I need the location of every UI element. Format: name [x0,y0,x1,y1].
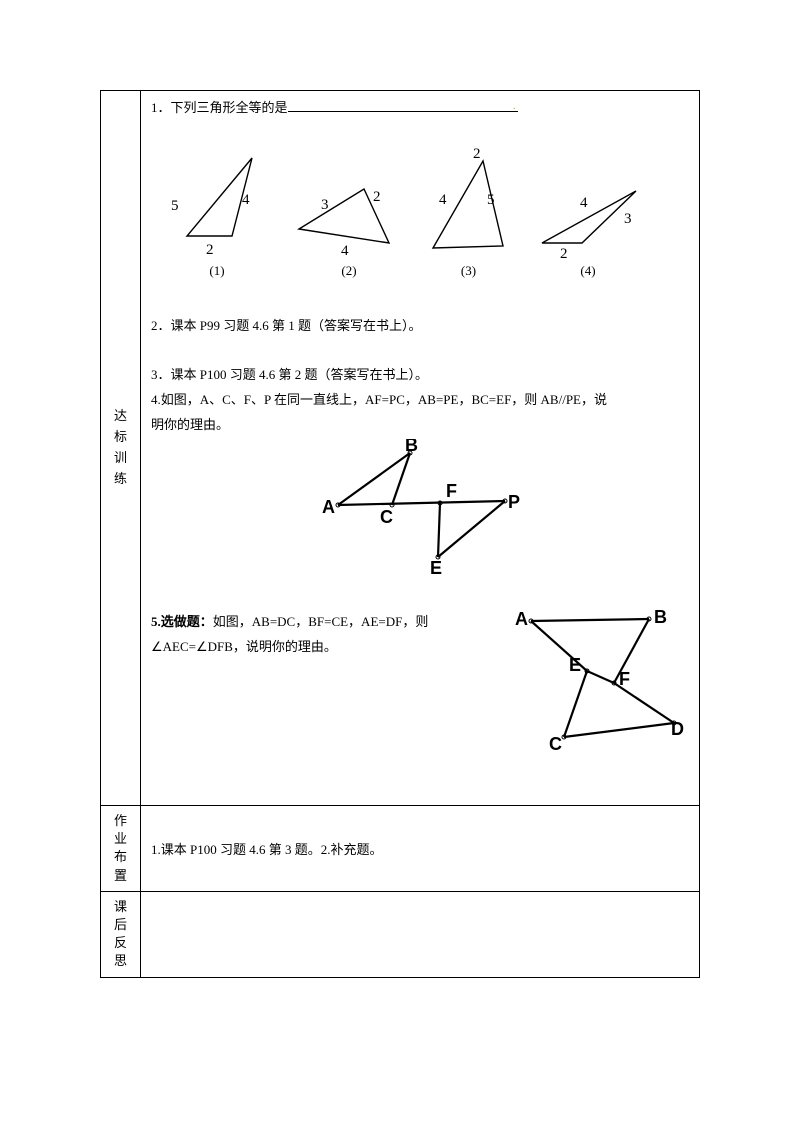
t4-side-b: 3 [624,211,632,227]
fig5-A: A [515,609,528,629]
reflection-content [141,891,700,977]
triangle-2: 3 2 4 (2) [289,171,409,279]
triangle-4: 4 3 2 (4) [528,171,648,279]
fig5-C: C [549,734,562,754]
training-label-text: 达标训练 [111,406,130,489]
training-label: 达标训练 [101,91,141,806]
fig4-C: C [380,507,393,527]
t1-side-c: 2 [206,242,214,258]
fig4-F: F [446,481,457,501]
fig5-D: D [671,719,684,739]
q5-rest2: ∠AEC=∠DFB，说明你的理由。 [151,636,428,655]
t4-caption: (4) [528,263,648,279]
triangle-figures: 5 4 2 (1) 3 2 4 (2) [157,146,689,279]
t1-caption: (1) [157,263,277,279]
t2-side-a: 3 [321,197,329,213]
q5-rest1: 如图，AB=DC，BF=CE，AE=DF，则 [213,614,429,629]
t2-caption: (2) [289,263,409,279]
t3-side-b: 2 [473,146,481,162]
homework-label-text: 作业布置 [114,813,127,883]
q3: 3．课本 P100 习题 4.6 第 2 题（答案写在书上）。 [151,364,689,383]
fig5-E: E [569,655,581,675]
q1-blank: . [288,111,518,112]
t4-side-a: 4 [580,195,588,211]
accent-dot-icon: . [513,101,516,112]
fig4-E: E [430,558,442,578]
q4-line2: 明你的理由。 [151,414,689,433]
figure-4: A B C F P E [151,439,689,579]
t1-side-a: 5 [171,198,179,214]
homework-label: 作业布置 [101,806,141,892]
triangle-1: 5 4 2 (1) [157,146,277,279]
fig5-B: B [654,607,667,627]
fig4-P: P [508,492,520,512]
q5-text: 5.选做题：如图，AB=DC，BF=CE，AE=DF，则 ∠AEC=∠DFB，说… [151,605,428,661]
training-content: 1．下列三角形全等的是. 5 4 2 (1) [141,91,700,806]
lesson-table: 达标训练 1．下列三角形全等的是. 5 4 2 (1) [100,90,700,978]
t3-caption: (3) [421,263,516,279]
t4-side-c: 2 [560,246,568,261]
t3-side-a: 4 [439,192,447,208]
reflection-label: 课后反思 [101,891,141,977]
t3-side-c: 5 [487,192,495,208]
t2-side-b: 2 [373,189,381,205]
t2-side-c: 4 [341,243,349,259]
triangle-3: 4 2 5 (3) [421,146,516,279]
figure-5: A B E F C D [509,605,689,759]
fig5-F: F [619,669,630,689]
homework-content: 1.课本 P100 习题 4.6 第 3 题。2.补充题。 [141,806,700,892]
q1: 1．下列三角形全等的是. [151,97,689,116]
q2: 2．课本 P99 习题 4.6 第 1 题（答案写在书上）。 [151,315,689,334]
t1-side-b: 4 [242,192,250,208]
reflection-label-text: 课后反思 [114,899,127,969]
q5-bold: 5.选做题： [151,614,213,629]
fig4-B: B [405,439,418,455]
q5-row: 5.选做题：如图，AB=DC，BF=CE，AE=DF，则 ∠AEC=∠DFB，说… [151,605,689,759]
q1-text: 1．下列三角形全等的是 [151,100,288,115]
homework-text: 1.课本 P100 习题 4.6 第 3 题。2.补充题。 [151,842,382,857]
fig4-A: A [322,497,335,517]
q4-line1: 4.如图，A、C、F、P 在同一直线上，AF=PC，AB=PE，BC=EF，则 … [151,389,689,408]
